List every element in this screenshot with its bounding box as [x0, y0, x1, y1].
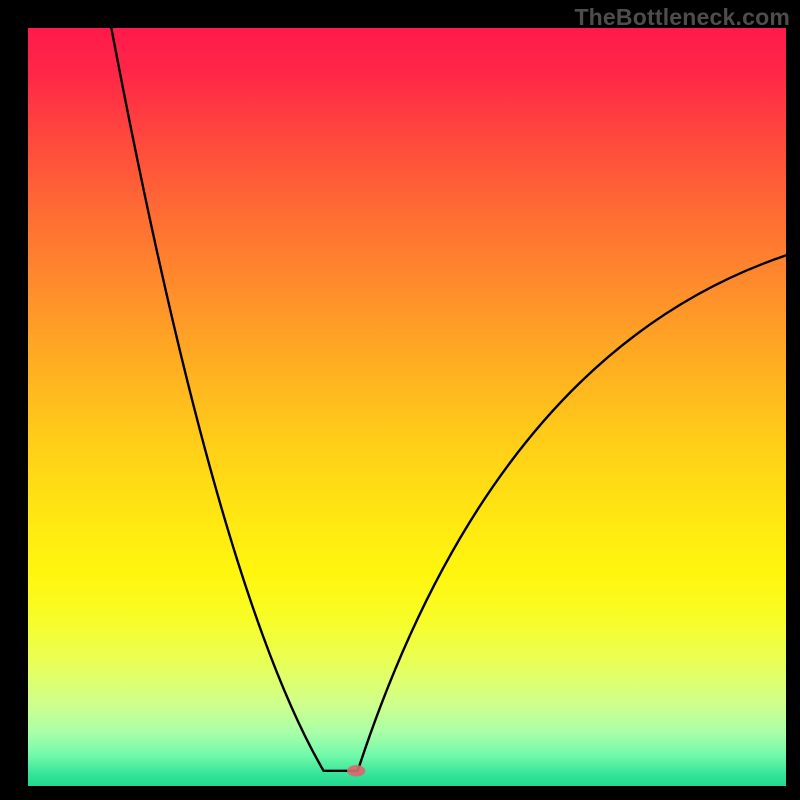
- bottleneck-curve: [28, 28, 786, 786]
- curve-path: [111, 28, 786, 771]
- plot-area: [28, 28, 786, 786]
- watermark-text: TheBottleneck.com: [574, 4, 790, 31]
- optimal-marker: [347, 765, 365, 776]
- chart-frame: TheBottleneck.com: [0, 0, 800, 800]
